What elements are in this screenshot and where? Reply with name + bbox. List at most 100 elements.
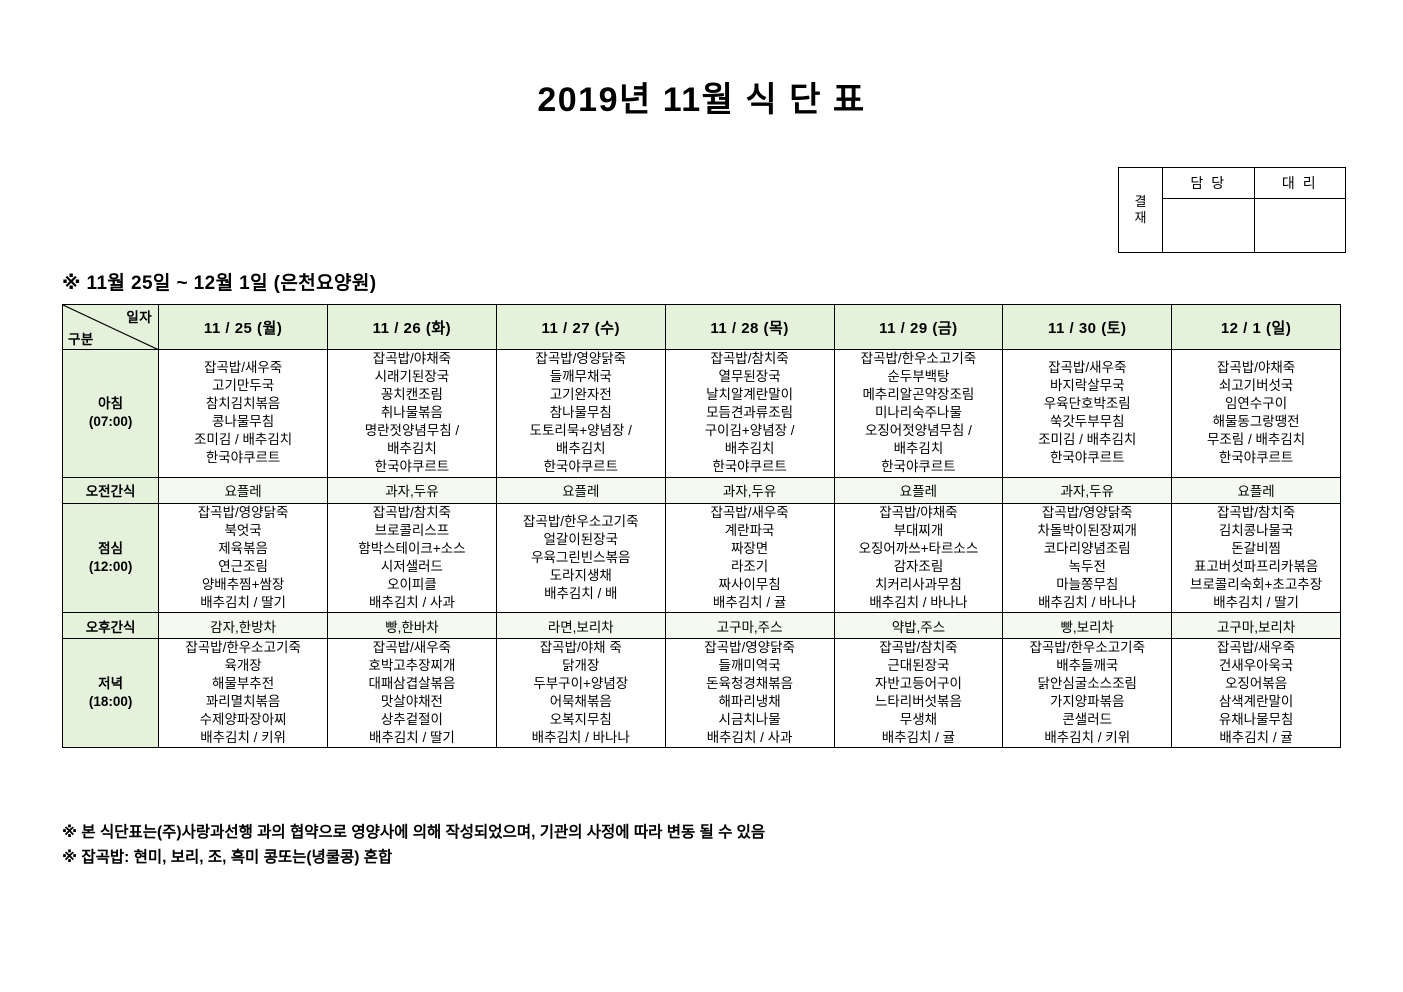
meal-cell-5: 잡곡밥/한우소고기죽 순두부백탕 메추리알곤약장조림 미나리숙주나물 오징어젓양념무침 …: [833, 349, 1004, 478]
menu-item: 고기완자전: [549, 387, 612, 403]
menu-item: 모듬견과류조림: [706, 405, 794, 421]
menu-table-header-row: 일자 구분 11 / 25 (월) 11 / 26 (화) 11 / 27 (수) 11 …: [61, 304, 1341, 350]
menu-row-오전간식: 오전간식 요플레 과자,두유 요플레 과자,두유 요플레 과자,두유 요플레: [61, 476, 1341, 504]
meal-cell-3: 잡곡밥/야채 죽 닭개장 두부구이+양념장 어묵채볶음 오복지무침 배추김치 / 바나나: [495, 638, 666, 749]
menu-item: 구이김+양념장 /: [704, 423, 795, 439]
menu-item: 가지양파볶음: [1049, 694, 1125, 710]
menu-item: 오징어볶음: [1225, 676, 1288, 692]
menu-item: 녹두전: [1068, 558, 1106, 574]
menu-row-저녁: 저녁 (18:00) 잡곡밥/한우소고기죽 육개장 해물부추전 꽈리멸치볶음 수제양파장아찌…: [61, 638, 1341, 749]
menu-item: 돈갈비찜: [1231, 540, 1281, 556]
day-header-5: 11 / 29 (금): [833, 304, 1004, 350]
meal-category-time: (12:00): [88, 558, 133, 574]
menu-item: 도라지생채: [549, 567, 612, 583]
menu-item: 감자조림: [893, 558, 944, 574]
menu-item: 잡곡밥/참치죽: [879, 640, 958, 656]
menu-item: 조미김 / 배추김치: [194, 432, 293, 448]
menu-item: 잡곡밥/새우죽: [203, 360, 283, 376]
menu-item: 삼색계란말이: [1218, 694, 1294, 710]
menu-item: 양배추찜+쌈장: [201, 576, 285, 592]
meal-cell-2: 잡곡밥/참치죽 브로콜리스프 함박스테이크+소스 시저샐러드 오이피클 배추김치 / 사과: [327, 502, 497, 614]
menu-row-오후간식: 오후간식 감자,한방차 빵,한바차 라면,보리차 고구마,주스 약밥,주스 빵,보리차 고구마…: [61, 612, 1341, 640]
approval-signature-1[interactable]: [1163, 199, 1255, 252]
menu-item: 오징어젓양념무침 /: [864, 423, 972, 439]
menu-item: 배추김치 / 귤: [1219, 730, 1293, 746]
menu-item: 배추김치 / 딸기: [369, 730, 455, 746]
page-title: 2019년 11월 식 단 표: [537, 81, 866, 119]
menu-item: 잡곡밥/참치죽: [710, 351, 789, 366]
meal-cell-6: 잡곡밥/영양닭죽 차돌박이된장찌개 코다리양념조림 녹두전 마늘쫑무침 배추김치 / 바나…: [1002, 502, 1173, 614]
menu-item: 해파리냉채: [718, 694, 781, 710]
snack-cell-2: 빵,한바차: [327, 612, 497, 640]
menu-item: 라조기: [730, 558, 769, 574]
menu-item: 콘샐러드: [1062, 712, 1113, 728]
menu-item: 배추김치 / 키위: [200, 730, 286, 746]
approval-label-char-1: 결: [1134, 193, 1147, 209]
menu-item: 느타리버섯볶음: [874, 694, 962, 710]
period-subtitle: ※ 11월 25일 ~ 12월 1일 (은천요양원): [62, 273, 377, 294]
snack-cell-3: 요플레: [495, 476, 666, 504]
menu-item: 자반고등어구이: [874, 676, 962, 692]
menu-item: 배추김치 / 바나나: [869, 594, 968, 610]
menu-item: 쑥갓두부무침: [1049, 414, 1125, 430]
snack-cell-5: 요플레: [833, 476, 1004, 504]
approval-signature-row: [1163, 199, 1345, 252]
menu-item: 한국야쿠르트: [1218, 450, 1294, 466]
meal-category-아침: 아침 (07:00): [61, 349, 160, 478]
menu-item: 한국야쿠르트: [881, 459, 956, 475]
meal-category-오후간식: 오후간식: [61, 612, 160, 640]
menu-item: 오징어까쓰+타르소스: [858, 540, 979, 556]
menu-item: 시금치나물: [718, 712, 781, 728]
meal-category-name: 아침: [98, 396, 124, 412]
menu-item: 맛살야채전: [380, 694, 443, 710]
menu-item: 잡곡밥/참치죽: [372, 504, 452, 520]
menu-item: 대패삼겹살볶음: [368, 676, 456, 692]
meal-cell-4: 잡곡밥/새우죽 계란파국 짜장면 라조기 짜사이무침 배추김치 / 귤: [664, 502, 835, 614]
menu-item: 배추김치 / 키위: [1044, 730, 1131, 746]
menu-item: 돈육청경채볶음: [706, 676, 794, 692]
menu-item: 배추김치: [555, 441, 606, 457]
menu-item: 시저샐러드: [380, 558, 443, 574]
menu-item: 시래기된장국: [374, 369, 450, 385]
snack-cell-7: 요플레: [1171, 476, 1341, 504]
menu-item: 상추겉절이: [380, 712, 443, 728]
menu-item: 김치콩나물국: [1218, 522, 1294, 538]
approval-columns: 담 당 대 리: [1163, 168, 1345, 252]
menu-item: 참치김치볶음: [205, 396, 281, 412]
header-date-label: 일자: [126, 310, 153, 325]
menu-item: 잡곡밥/야채죽: [1216, 360, 1296, 376]
menu-item: 배추들깨국: [1056, 658, 1119, 674]
approval-label: 결 재: [1119, 168, 1163, 252]
meal-category-오전간식: 오전간식: [61, 476, 160, 504]
menu-item: 배추김치 / 귤: [712, 594, 787, 610]
meal-category-점심: 점심 (12:00): [61, 502, 160, 614]
approval-signature-2[interactable]: [1255, 199, 1346, 252]
menu-row-점심: 점심 (12:00) 잡곡밥/영양닭죽 북엇국 제육볶음 연근조림 양배추찜+쌈장 배추김치 …: [61, 502, 1341, 614]
footnotes: ※ 본 식단표는(주)사랑과선행 과의 협약으로 영양사에 의해 작성되었으며,…: [62, 820, 765, 870]
approval-label-char-2: 재: [1134, 210, 1147, 225]
menu-item: 해물동그랑땡전: [1212, 414, 1300, 430]
meal-cell-3: 잡곡밥/영양닭죽 들깨무채국 고기완자전 참나물무침 도토리묵+양념장 / 배추김치 한국야…: [495, 349, 666, 478]
menu-item: 무생채: [899, 712, 938, 728]
menu-item: 취나물볶음: [380, 405, 443, 421]
menu-item: 잡곡밥/참치죽: [1216, 504, 1296, 520]
menu-item: 부대찌개: [893, 522, 944, 538]
menu-item: 들깨미역국: [718, 658, 781, 674]
menu-item: 한국야쿠르트: [374, 459, 450, 475]
snack-cell-7: 고구마,보리차: [1171, 612, 1341, 640]
menu-item: 건새우아욱국: [1218, 658, 1294, 674]
menu-item: 열무된장국: [718, 369, 781, 385]
menu-item: 배추김치 / 배: [544, 585, 618, 601]
menu-item: 잡곡밥/야채죽: [879, 504, 958, 520]
menu-item: 오이피클: [387, 576, 437, 592]
menu-item: 잡곡밥/영양닭죽: [197, 504, 289, 520]
meal-category-time: (07:00): [88, 414, 133, 430]
menu-item: 닭개장: [562, 658, 600, 674]
meal-category-name: 점심: [98, 540, 124, 556]
approval-header-row: 담 당 대 리: [1163, 168, 1345, 199]
menu-item: 연근조림: [218, 558, 268, 574]
menu-item: 배추김치 / 딸기: [1213, 594, 1299, 610]
menu-item: 함박스테이크+소스: [358, 540, 466, 556]
menu-item: 잡곡밥/한우소고기죽: [1029, 640, 1145, 656]
meal-cell-2: 잡곡밥/야채죽 시래기된장국 꽁치캔조림 취나물볶음 명란젓양념무침 / 배추김치 한국야쿠…: [327, 349, 497, 478]
